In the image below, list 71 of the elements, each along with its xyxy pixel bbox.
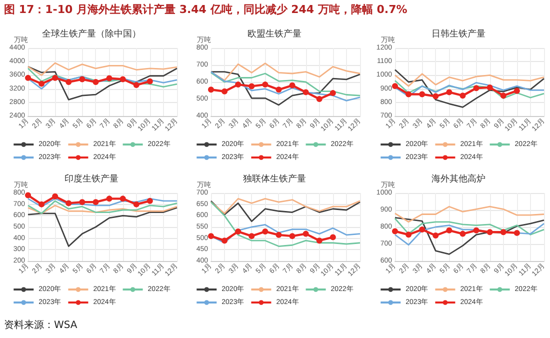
point (406, 91, 412, 98)
point (222, 238, 228, 244)
point (302, 89, 309, 96)
point (208, 233, 214, 240)
point (302, 230, 309, 237)
point (419, 91, 426, 98)
point (248, 83, 255, 90)
point (38, 80, 45, 87)
chart-title: 全球生铁产量（除中国） (42, 28, 141, 38)
point (235, 228, 242, 235)
line-series (27, 62, 178, 76)
point (66, 79, 72, 85)
text: 资料来源：WSA (4, 318, 78, 332)
point (330, 90, 336, 96)
point (52, 74, 58, 81)
point (208, 86, 214, 93)
point (66, 200, 72, 206)
line-series (27, 204, 178, 214)
point (289, 82, 296, 88)
chart-title: 日韩生铁产量 (432, 28, 486, 38)
point (92, 79, 99, 85)
point (514, 88, 520, 94)
point (106, 196, 112, 202)
point (79, 199, 86, 206)
point (473, 85, 480, 92)
line-series (394, 73, 545, 87)
point (52, 193, 58, 200)
chart-title: 欧盟生铁产量 (248, 28, 302, 38)
point (120, 76, 126, 82)
point (262, 82, 268, 88)
point (133, 82, 140, 88)
point (38, 201, 45, 208)
chart-title: 印度生铁产量 (64, 174, 118, 184)
point (262, 228, 268, 235)
point (330, 234, 336, 240)
text: 图 17：1-10 月海外生铁累计产量 3.44 亿吨，同比减少 244 万吨，降幅 0.7% (4, 2, 408, 17)
line-series (394, 216, 545, 255)
point (316, 96, 322, 102)
point (133, 201, 140, 208)
chart-title: 独联体生铁产量 (243, 174, 306, 184)
point (500, 92, 506, 99)
chart-title: 海外其他高炉 (432, 174, 486, 184)
point (222, 88, 228, 94)
line-series (27, 66, 178, 100)
line-series (27, 200, 178, 214)
line-series (394, 69, 545, 108)
point (276, 86, 282, 93)
point (486, 84, 493, 90)
point (289, 233, 296, 240)
point (146, 78, 153, 84)
point (316, 238, 322, 244)
point (92, 199, 99, 206)
line-series (210, 200, 361, 222)
line-series (27, 207, 178, 247)
point (460, 92, 466, 99)
point (146, 198, 153, 204)
point (392, 83, 398, 90)
point (248, 233, 255, 240)
line-series (394, 206, 545, 223)
point (79, 76, 86, 82)
point (432, 93, 439, 100)
point (106, 75, 112, 82)
point (446, 89, 452, 96)
point (235, 82, 242, 88)
line-series (210, 72, 361, 96)
point (25, 192, 31, 198)
point (276, 232, 282, 238)
line-series (210, 198, 361, 214)
point (25, 74, 31, 81)
point (120, 196, 126, 202)
line-series (210, 201, 361, 247)
